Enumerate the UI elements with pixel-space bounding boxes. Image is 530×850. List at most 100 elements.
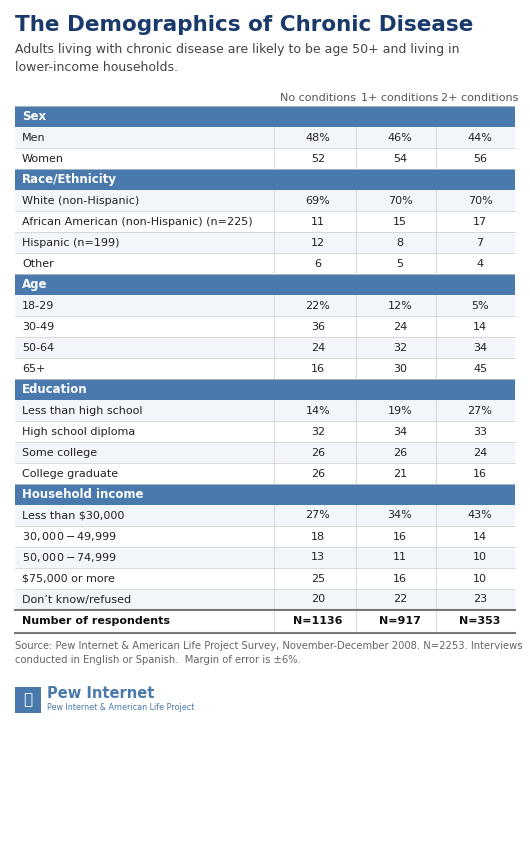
Bar (15, 190, 515, 211)
Text: 23: 23 (473, 594, 487, 604)
Text: 48%: 48% (306, 133, 330, 143)
Text: 14%: 14% (306, 405, 330, 416)
Text: High school diploma: High school diploma (22, 427, 135, 437)
Text: 27%: 27% (467, 405, 492, 416)
Text: 5: 5 (396, 258, 403, 269)
Bar (15, 337, 515, 358)
Text: N=353: N=353 (460, 616, 501, 626)
Text: 44%: 44% (467, 133, 492, 143)
Text: 36: 36 (311, 321, 325, 332)
Text: 26: 26 (311, 468, 325, 479)
Text: Hispanic (n=199): Hispanic (n=199) (22, 237, 119, 247)
Text: 11: 11 (393, 552, 407, 563)
Bar (15, 169, 515, 190)
Text: Women: Women (22, 154, 64, 163)
Bar (15, 358, 515, 379)
Bar (15, 589, 515, 610)
Text: 21: 21 (393, 468, 407, 479)
Text: 52: 52 (311, 154, 325, 163)
Text: 32: 32 (311, 427, 325, 437)
Text: White (non-Hispanic): White (non-Hispanic) (22, 196, 139, 206)
Text: 30: 30 (393, 364, 407, 373)
Text: 11: 11 (311, 217, 325, 226)
Text: 17: 17 (473, 217, 487, 226)
Bar (15, 316, 515, 337)
Bar (15, 505, 515, 526)
Text: 34%: 34% (387, 511, 412, 520)
Text: Pew Internet & American Life Project: Pew Internet & American Life Project (47, 702, 195, 711)
Text: 14: 14 (473, 531, 487, 541)
Bar (15, 421, 515, 442)
Text: 24: 24 (473, 447, 487, 457)
Text: 70%: 70% (467, 196, 492, 206)
Text: 6: 6 (314, 258, 322, 269)
Text: Other: Other (22, 258, 54, 269)
Text: 22%: 22% (306, 301, 330, 310)
Text: 7: 7 (476, 237, 483, 247)
Text: 22: 22 (393, 594, 407, 604)
Text: 54: 54 (393, 154, 407, 163)
Text: 65+: 65+ (22, 364, 46, 373)
Text: 10: 10 (473, 574, 487, 583)
Text: 18-29: 18-29 (22, 301, 55, 310)
Text: 24: 24 (311, 343, 325, 353)
Text: 18: 18 (311, 531, 325, 541)
Bar (15, 526, 515, 547)
Text: African American (non-Hispanic) (n=225): African American (non-Hispanic) (n=225) (22, 217, 253, 226)
Text: 25: 25 (311, 574, 325, 583)
Text: Education: Education (22, 383, 87, 396)
Text: Adults living with chronic disease are likely to be age 50+ and living in
lower-: Adults living with chronic disease are l… (15, 43, 460, 74)
Text: 69%: 69% (306, 196, 330, 206)
Text: 46%: 46% (387, 133, 412, 143)
Bar (15, 379, 515, 400)
Bar (15, 232, 515, 253)
Text: Men: Men (22, 133, 46, 143)
Bar (15, 127, 515, 148)
Bar (15, 687, 41, 713)
Bar (15, 106, 515, 127)
Text: 30-49: 30-49 (22, 321, 54, 332)
Text: 15: 15 (393, 217, 407, 226)
Text: 56: 56 (473, 154, 487, 163)
Text: $75,000 or more: $75,000 or more (22, 574, 115, 583)
Text: 16: 16 (473, 468, 487, 479)
Text: 16: 16 (393, 531, 407, 541)
Bar (15, 253, 515, 274)
Text: 43%: 43% (467, 511, 492, 520)
Bar (15, 400, 515, 421)
Text: 50-64: 50-64 (22, 343, 54, 353)
Text: 26: 26 (393, 447, 407, 457)
Bar (15, 463, 515, 484)
Text: 2+ conditions: 2+ conditions (441, 93, 519, 103)
Text: 1+ conditions: 1+ conditions (361, 93, 439, 103)
Text: Pew Internet: Pew Internet (47, 687, 154, 701)
Bar (15, 274, 515, 295)
Text: Less than $30,000: Less than $30,000 (22, 511, 125, 520)
Text: 33: 33 (473, 427, 487, 437)
Text: 27%: 27% (306, 511, 330, 520)
Text: 10: 10 (473, 552, 487, 563)
Text: No conditions: No conditions (280, 93, 356, 103)
Text: College graduate: College graduate (22, 468, 118, 479)
Text: ⤵: ⤵ (23, 693, 32, 707)
Text: 13: 13 (311, 552, 325, 563)
Text: The Demographics of Chronic Disease: The Demographics of Chronic Disease (15, 15, 473, 35)
Bar (15, 547, 515, 568)
Text: Less than high school: Less than high school (22, 405, 143, 416)
Text: 70%: 70% (387, 196, 412, 206)
Text: Source: Pew Internet & American Life Project Survey, November-December 2008. N=2: Source: Pew Internet & American Life Pro… (15, 641, 523, 665)
Text: 19%: 19% (387, 405, 412, 416)
Text: N=1136: N=1136 (293, 616, 343, 626)
Text: Race/Ethnicity: Race/Ethnicity (22, 173, 117, 186)
Text: 5%: 5% (471, 301, 489, 310)
Bar (15, 148, 515, 169)
Text: Household income: Household income (22, 488, 144, 501)
Text: 24: 24 (393, 321, 407, 332)
Text: Some college: Some college (22, 447, 97, 457)
Text: 26: 26 (311, 447, 325, 457)
Text: 34: 34 (393, 427, 407, 437)
Bar (15, 442, 515, 463)
Text: $50,000-$74,999: $50,000-$74,999 (22, 551, 117, 564)
Bar (15, 484, 515, 505)
Text: N=917: N=917 (379, 616, 421, 626)
